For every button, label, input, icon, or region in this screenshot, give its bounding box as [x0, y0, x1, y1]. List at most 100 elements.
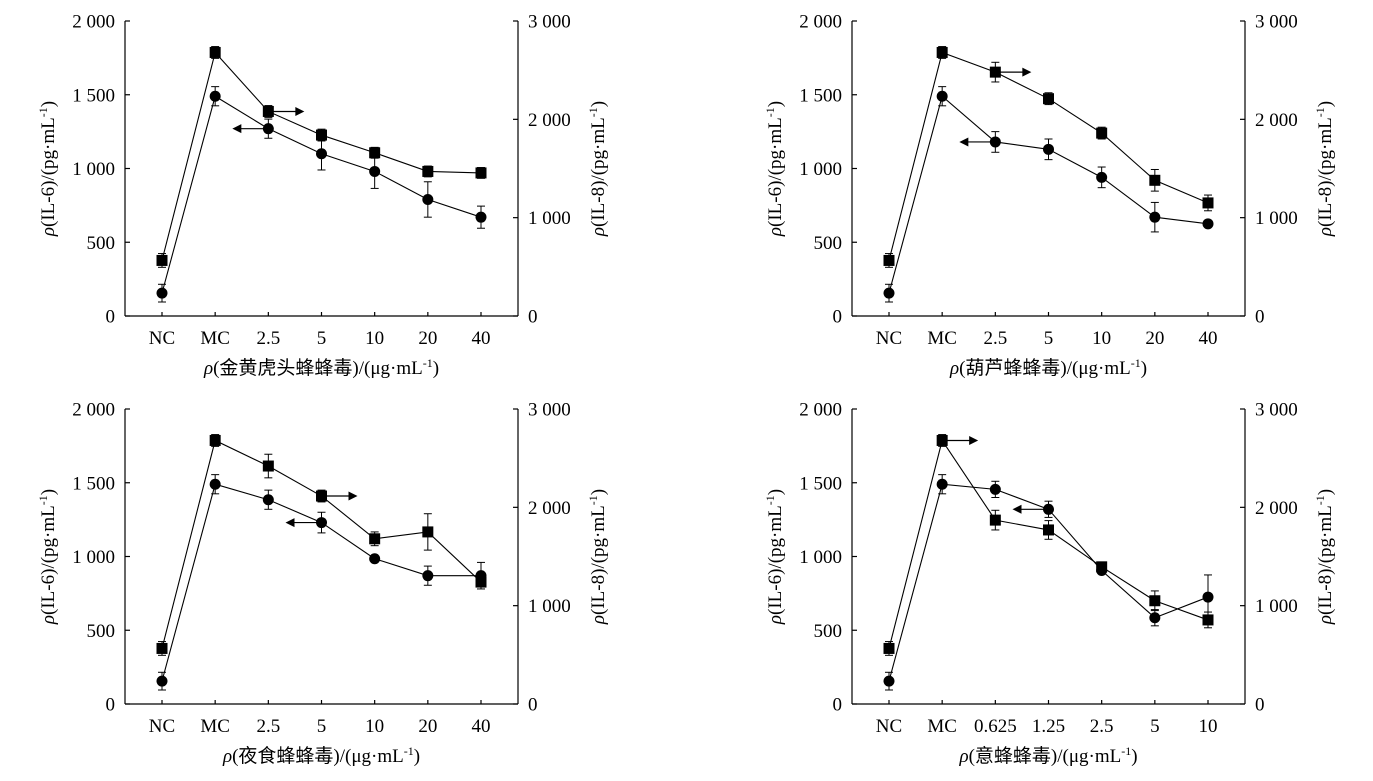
- circle-series-point: [316, 517, 327, 529]
- label-text: ): [38, 101, 59, 107]
- arrow-head: [285, 518, 295, 528]
- circle-series-point: [209, 478, 221, 490]
- square-series-point: [936, 434, 948, 446]
- label-text: (IL-8)/(pg·mL: [588, 505, 609, 615]
- y-left-tick-label: 1 000: [72, 159, 115, 180]
- y-right-axis-label: ρ(IL-8)/(pg·mL-1): [1313, 489, 1336, 625]
- square-series-point: [883, 642, 895, 654]
- unit-exponent: -1: [1131, 356, 1141, 370]
- y-left-axis-label: ρ(IL-6)/(pg·mL-1): [763, 101, 786, 237]
- label-text: (意蜂蜂毒)/(μg·mL: [969, 745, 1122, 767]
- label-text: ): [1141, 358, 1147, 379]
- square-series-point: [369, 533, 381, 545]
- label-text: ): [588, 489, 609, 495]
- square-series-point: [209, 46, 221, 58]
- y-right-tick-label: 2 000: [1255, 110, 1298, 131]
- circle-series-point: [262, 123, 274, 135]
- unit-exponent: -1: [586, 107, 600, 117]
- y-left-tick-label: 1 000: [799, 159, 842, 180]
- x-tick-label: NC: [876, 716, 902, 737]
- circle-series-point: [316, 148, 327, 160]
- rho-symbol: ρ: [38, 227, 59, 237]
- unit-exponent: -1: [1121, 744, 1131, 758]
- rho-symbol: ρ: [222, 746, 232, 767]
- y-right-tick-label: 1 000: [528, 208, 571, 229]
- circle-series-point: [369, 553, 381, 565]
- y-left-tick-label: 0: [833, 695, 843, 716]
- circle-series-point: [1202, 591, 1214, 603]
- square-series-point: [156, 642, 168, 654]
- circle-series-point: [156, 675, 168, 687]
- arrow-head: [969, 435, 979, 445]
- x-tick-label: 20: [1145, 328, 1164, 349]
- label-text: (IL-8)/(pg·mL: [1315, 505, 1336, 615]
- square-series-line: [161, 439, 482, 649]
- x-tick-label: 10: [1199, 716, 1218, 737]
- y-right-tick-label: 1 000: [528, 596, 571, 617]
- square-series-point: [1043, 93, 1054, 105]
- y-left-tick-label: 1 000: [72, 547, 115, 568]
- y-left-tick-label: 500: [814, 621, 843, 642]
- square-series-point: [422, 165, 434, 177]
- rho-symbol: ρ: [765, 615, 786, 625]
- label-text: (IL-6)/(pg·mL: [765, 117, 786, 227]
- rho-symbol: ρ: [203, 358, 213, 379]
- rho-symbol: ρ: [1315, 615, 1336, 625]
- label-text: ): [588, 101, 609, 107]
- rho-symbol: ρ: [588, 615, 609, 625]
- unit-exponent: -1: [423, 356, 433, 370]
- x-tick-label: 5: [317, 328, 327, 349]
- circle-series-point: [422, 570, 434, 582]
- rho-symbol: ρ: [949, 358, 959, 379]
- label-text: (夜食蜂蜂毒)/(μg·mL: [232, 745, 404, 767]
- circle-series-point: [989, 136, 1001, 148]
- label-text: ): [1131, 746, 1137, 767]
- circle-series-point: [262, 494, 274, 506]
- y-left-tick-label: 1 500: [799, 85, 842, 106]
- x-axis-label: ρ(葫芦蜂蜂毒)/(μg·mL-1): [949, 356, 1147, 379]
- chart-panel-bottom-left: 0 500 1 000 1 500 2 000 0 1 000 2 000 3 000 NC MC 2…: [36, 400, 609, 768]
- label-text: ): [1315, 489, 1336, 495]
- x-tick-label: 2.5: [1090, 716, 1114, 737]
- y-right-axis-label: ρ(IL-8)/(pg·mL-1): [586, 101, 609, 237]
- x-tick-label: NC: [149, 328, 175, 349]
- y-left-tick-label: 1 500: [799, 473, 842, 494]
- unit-exponent: -1: [36, 495, 50, 505]
- y-left-axis-label: ρ(IL-6)/(pg·mL-1): [763, 489, 786, 625]
- x-axis-label: ρ(夜食蜂蜂毒)/(μg·mL-1): [222, 744, 420, 767]
- label-text: ): [765, 101, 786, 107]
- circle-series-point: [369, 165, 381, 177]
- x-tick-label: 2.5: [983, 328, 1007, 349]
- x-tick-label: 20: [418, 716, 437, 737]
- square-series-point: [369, 147, 381, 159]
- circle-series-point: [936, 90, 948, 102]
- y-left-tick-label: 500: [87, 621, 116, 642]
- square-series-point: [1202, 197, 1214, 209]
- rho-symbol: ρ: [38, 615, 59, 625]
- circle-series-line: [161, 95, 482, 294]
- square-series-point: [1096, 127, 1108, 139]
- label-text: ): [1315, 101, 1336, 107]
- y-right-tick-label: 2 000: [528, 110, 571, 131]
- rho-symbol: ρ: [588, 227, 609, 237]
- square-series-point: [316, 129, 327, 141]
- y-left-axis-label: ρ(IL-6)/(pg·mL-1): [36, 489, 59, 625]
- label-text: (IL-6)/(pg·mL: [765, 505, 786, 615]
- x-tick-label: MC: [200, 716, 230, 737]
- circle-series-point: [475, 211, 487, 223]
- label-text: ): [433, 358, 439, 379]
- y-right-tick-label: 3 000: [528, 400, 571, 421]
- x-tick-label: 0.625: [974, 716, 1017, 737]
- x-tick-label: 5: [317, 716, 327, 737]
- x-axis-label: ρ(意蜂蜂毒)/(μg·mL-1): [958, 744, 1137, 767]
- y-left-tick-label: 0: [106, 307, 116, 328]
- unit-exponent: -1: [763, 107, 777, 117]
- square-series-point: [989, 66, 1001, 78]
- circle-series-point: [883, 287, 895, 299]
- square-series-point: [475, 576, 487, 588]
- x-tick-label: 10: [365, 716, 384, 737]
- square-series-point: [262, 460, 274, 472]
- square-series-point: [1043, 524, 1054, 536]
- square-series-point: [209, 434, 221, 446]
- x-tick-label: 2.5: [256, 328, 280, 349]
